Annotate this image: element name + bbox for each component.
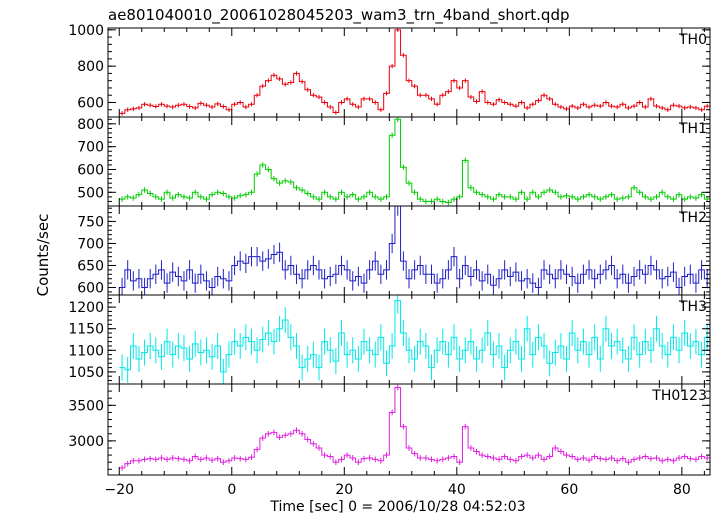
series-line (119, 206, 710, 289)
y-axis-label: Counts/sec (34, 214, 52, 297)
panel-label: TH2 (678, 210, 707, 226)
x-tick-label: 80 (673, 482, 691, 498)
y-tick-label: 500 (77, 185, 104, 201)
panel-label: TH0123 (651, 388, 707, 404)
x-tick-label: 40 (448, 482, 466, 498)
x-tick-label: 60 (560, 482, 578, 498)
y-tick-label: 800 (77, 59, 104, 75)
chart-title: ae801040010_20061028045203_wam3_trn_4ban… (108, 6, 570, 25)
panel-th0123: 3000 3500 TH0123 (68, 383, 711, 476)
y-tick-label: 750 (77, 214, 104, 230)
panel-label: TH1 (678, 121, 707, 137)
panel-th3: 1050 1100 1150 1200 TH3 (68, 294, 711, 385)
panel-label: TH3 (678, 299, 707, 315)
series-th2 (119, 206, 710, 295)
series-line (119, 118, 710, 204)
y-tick-label: 600 (77, 162, 104, 178)
y-tick-label: 1150 (68, 322, 104, 338)
y-tick-label: 1050 (68, 365, 104, 381)
y-tick-label: 600 (77, 95, 104, 111)
x-axis-label: Time [sec] 0 = 2006/10/28 04:52:03 (269, 499, 525, 515)
series-th1 (119, 117, 710, 206)
panel-th2: 600 650 700 750 TH2 (77, 205, 711, 297)
y-tick-label: 700 (77, 236, 104, 252)
panel-label: TH0 (678, 32, 707, 48)
y-tick-label: 600 (77, 281, 104, 297)
y-tick-label: 3000 (68, 434, 104, 450)
y-tick-label: 1100 (68, 343, 104, 359)
series-th0123 (119, 384, 710, 471)
series-line (119, 300, 710, 373)
y-tick-label: 1200 (68, 300, 104, 316)
y-tick-label: 800 (77, 117, 104, 133)
y-tick-label: 1000 (68, 23, 104, 39)
x-tick-label: −20 (104, 482, 134, 498)
x-tick-label: 20 (335, 482, 353, 498)
panel-frame (107, 383, 711, 476)
series-line (119, 387, 710, 469)
series-th0 (119, 28, 710, 116)
y-tick-label: 650 (77, 258, 104, 274)
series-line (119, 29, 710, 114)
panel-th0: 600 800 1000 TH0 (68, 23, 711, 118)
y-tick-label: 3500 (68, 398, 104, 414)
x-tick-label: 0 (227, 482, 236, 498)
y-tick-label: 700 (77, 140, 104, 156)
panel-th1: 500 600 700 800 TH1 (77, 116, 711, 207)
series-th3 (119, 295, 710, 384)
